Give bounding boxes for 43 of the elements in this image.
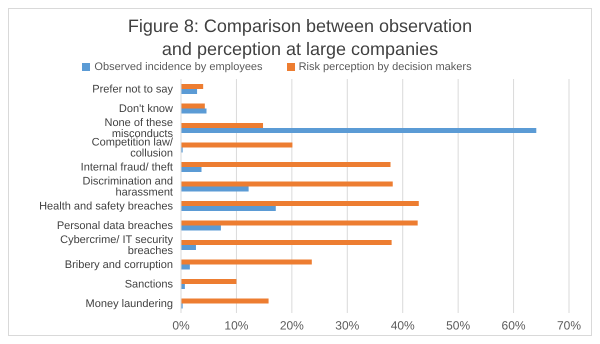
bar	[181, 245, 196, 250]
y-tick-label: Discrimination and harassment	[82, 176, 173, 199]
y-tick-label: Money laundering	[86, 298, 173, 310]
chart-title: Figure 8: Comparison between observation and perception at large companies	[126, 15, 474, 61]
bar	[181, 142, 292, 148]
x-tick-label: 40%	[390, 318, 416, 333]
bar	[181, 220, 418, 226]
y-tick-label: Don't know	[118, 103, 174, 116]
x-tick-label: 0%	[172, 318, 190, 333]
x-tick-label: 70%	[556, 318, 582, 333]
bar	[181, 123, 264, 128]
bar	[181, 182, 393, 186]
legend-label: Observed incidence by employees	[94, 61, 263, 73]
x-tick-label: 30%	[335, 318, 360, 333]
bar	[181, 284, 185, 289]
y-tick-label: Prefer not to say	[92, 84, 174, 96]
y-tick-label: Bribery and corruption	[64, 259, 173, 272]
bar	[181, 84, 204, 89]
y-tick-label: Internal fraud/ theft	[80, 162, 173, 174]
y-tick-label: Sanctions	[124, 278, 174, 291]
x-tick-label: 20%	[280, 318, 304, 333]
bar	[181, 206, 276, 211]
bar	[181, 240, 392, 245]
y-tick-label: Health and safety breaches	[39, 200, 174, 213]
bar	[181, 108, 206, 114]
y-tick-label: Personal data breaches	[56, 220, 174, 232]
bar	[181, 201, 419, 206]
x-tick-label: 60%	[502, 318, 526, 333]
bar	[181, 279, 236, 284]
x-tick-label: 50%	[446, 318, 470, 333]
bar	[181, 264, 190, 270]
legend-label: Risk perception by decision makers	[298, 61, 472, 73]
bar	[181, 162, 391, 167]
x-tick-label: 10%	[224, 318, 249, 333]
bar	[181, 167, 202, 172]
bar	[181, 128, 536, 133]
bar	[181, 186, 249, 192]
bar	[181, 298, 269, 304]
y-tick-label: Cybercrime/ IT security breaches	[60, 234, 174, 258]
bar	[181, 226, 221, 230]
bar	[181, 104, 205, 108]
bar	[181, 89, 198, 94]
bar	[181, 260, 312, 264]
